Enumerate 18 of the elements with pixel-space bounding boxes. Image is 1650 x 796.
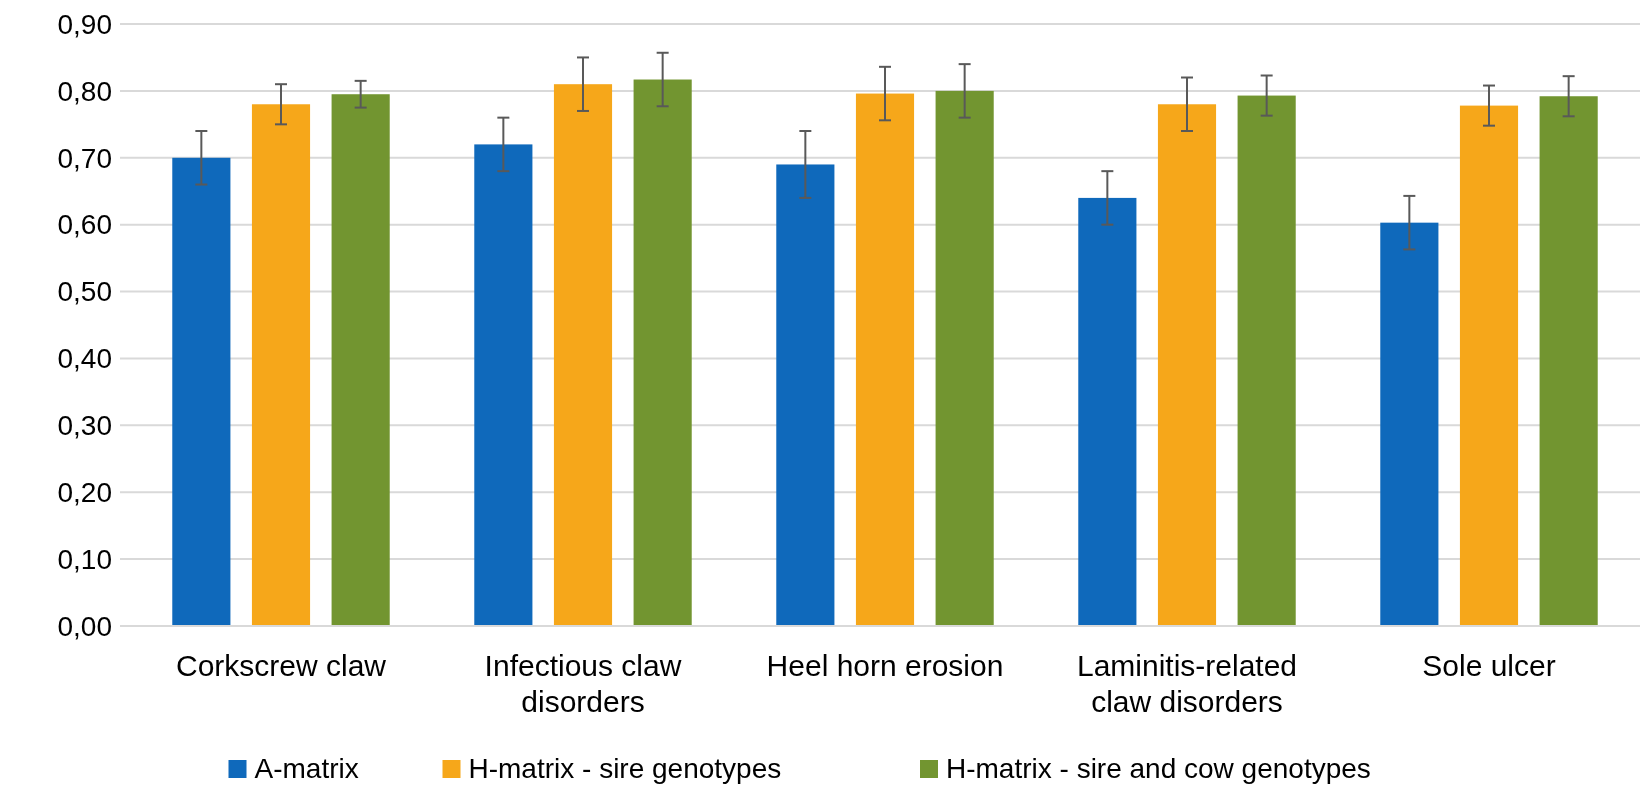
- y-tick-label: 0,90: [57, 8, 112, 40]
- x-tick-label: Sole ulcer: [1422, 649, 1556, 682]
- x-tick-label: Corkscrew claw: [175, 649, 387, 682]
- y-tick-label: 0,30: [57, 410, 112, 442]
- y-tick-label: 0,00: [57, 610, 112, 642]
- y-tick-label: 0,70: [57, 142, 112, 174]
- x-tick-label: Laminitis-related claw disorders: [1076, 649, 1298, 718]
- y-tick-label: 0,10: [57, 543, 112, 575]
- y-tick-label: 0,80: [57, 75, 112, 107]
- legend-label: H-matrix - sire genotypes: [468, 753, 782, 784]
- y-tick-label: 0,40: [57, 343, 112, 375]
- y-tick-label: 0,20: [57, 477, 112, 509]
- y-tick-label: 0,50: [57, 276, 112, 308]
- x-tick-label: Heel horn erosion: [766, 649, 1004, 682]
- legend-label: H-matrix - sire and cow genotypes: [946, 753, 1371, 784]
- x-tick-label: Infectious claw disorders: [484, 649, 682, 718]
- legend-label: A-matrix: [254, 753, 359, 784]
- y-tick-label: 0,60: [57, 209, 112, 241]
